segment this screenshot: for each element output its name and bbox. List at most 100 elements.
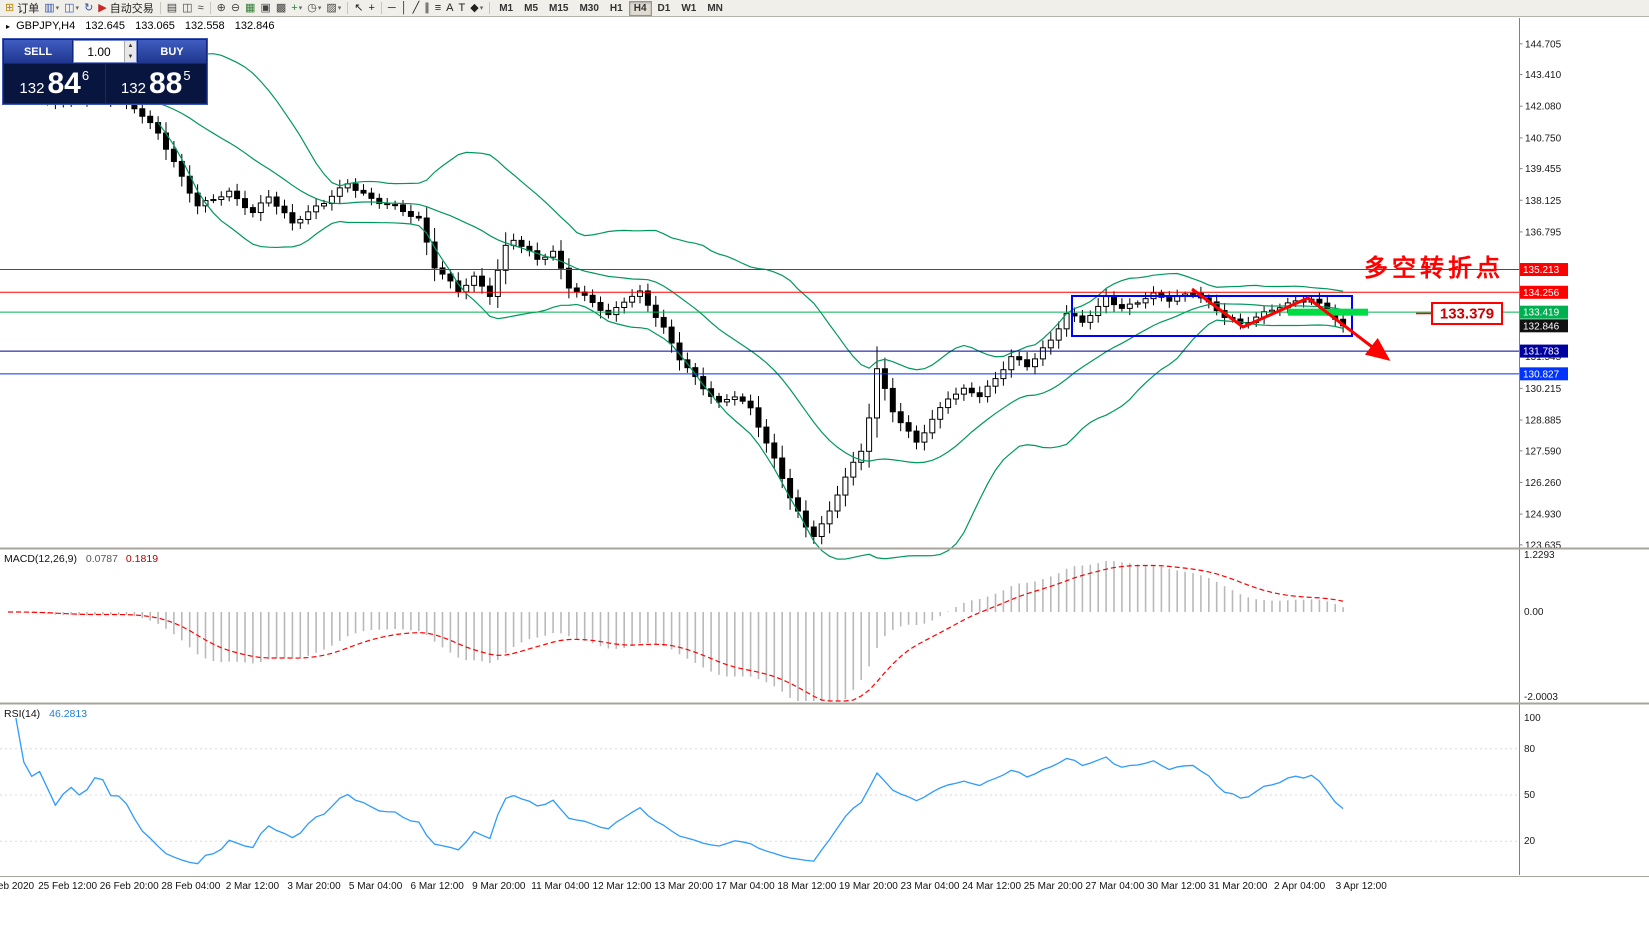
time-axis-label: 26 Feb 20:00 <box>99 881 159 892</box>
arrows-icon: ◆ <box>470 1 479 14</box>
timeframe-mn[interactable]: MN <box>707 2 723 14</box>
periods-icon[interactable]: ◷ ▾ <box>305 1 323 16</box>
timeframe-h4[interactable]: H4 <box>628 0 652 16</box>
tile-windows-icon: ▣ <box>260 1 271 14</box>
svg-text:133.419: 133.419 <box>1523 308 1560 319</box>
one-click-trading-panel: SELL 1.00 ▲ ▼ BUY 132 84 6 132 88 5 <box>2 38 208 105</box>
time-axis-label: 13 Mar 20:00 <box>654 881 714 892</box>
buy-price-button[interactable]: 132 88 5 <box>105 64 206 103</box>
channel-icon[interactable]: ∥ <box>422 1 432 16</box>
chevron-down-icon: ▾ <box>75 5 80 12</box>
bar-chart-icon[interactable]: ▤ <box>165 1 179 16</box>
line-chart-icon[interactable]: ≈ <box>196 1 206 16</box>
time-axis-label: 27 Mar 04:00 <box>1085 881 1145 892</box>
time-axis-label: 31 Mar 20:00 <box>1208 881 1268 892</box>
text-icon[interactable]: A <box>444 1 455 16</box>
candlestick-chart-icon: ◫ <box>182 1 193 14</box>
candlestick-chart-icon[interactable]: ◫ <box>180 1 194 16</box>
buy-button[interactable]: BUY <box>138 40 206 63</box>
volume-arrows: ▲ ▼ <box>124 41 136 62</box>
charts-icon: ▥ <box>44 1 55 14</box>
svg-text:132.846: 132.846 <box>1523 321 1560 332</box>
ohlc-high: 133.065 <box>135 20 175 32</box>
arrows-icon[interactable]: ◆ ▾ <box>468 1 485 16</box>
svg-text:1.2293: 1.2293 <box>1524 550 1555 561</box>
chevron-down-icon: ▾ <box>317 5 322 12</box>
label-icon: T <box>458 1 466 14</box>
label-icon[interactable]: T <box>456 1 467 16</box>
svg-text:142.080: 142.080 <box>1525 102 1562 113</box>
volume-spinner[interactable]: 1.00 ▲ ▼ <box>73 40 137 63</box>
zoom-out-icon: ⊖ <box>230 1 241 14</box>
cursor-icon[interactable]: ↖ <box>352 1 365 16</box>
macd-indicator-label: MACD(12,26,9) 0.0787 0.1819 <box>4 553 158 565</box>
svg-text:-2.0003: -2.0003 <box>1524 692 1558 703</box>
chart-marker-icon: ▸ <box>6 22 11 31</box>
profiles-icon[interactable]: ◫ ▾ <box>62 1 81 16</box>
svg-text:多空转折点: 多空转折点 <box>1364 254 1504 282</box>
autotrading-icon[interactable]: ▶ 自动交易 <box>96 1 155 16</box>
fibonacci-icon: ≡ <box>434 1 442 14</box>
fibonacci-icon[interactable]: ≡ <box>433 1 443 16</box>
svg-text:126.260: 126.260 <box>1525 478 1562 489</box>
rsi-value: 46.2813 <box>49 708 88 720</box>
volume-up-icon[interactable]: ▲ <box>125 41 136 52</box>
svg-text:140.750: 140.750 <box>1525 133 1562 144</box>
timeframe-m5[interactable]: M5 <box>524 2 539 14</box>
toolbar: ⊞ 订单 ▥ ▾ ◫ ▾ ↻ ▶ 自动交易 ▤ ◫ ≈ ⊕ ⊖ ▦ ▣ ▩ + ▾ ◷ ▾ ▨ ▾ ↖ + ─ │ ╱ ∥ ≡ A T ◆ ▾ M1… <box>0 0 1649 17</box>
horizontal-line-icon[interactable]: ─ <box>386 1 398 16</box>
sell-price-button[interactable]: 132 84 6 <box>4 64 105 103</box>
timeframe-m15[interactable]: M15 <box>549 2 569 14</box>
svg-text:136.795: 136.795 <box>1525 227 1562 238</box>
templates-icon: ▨ <box>326 1 337 14</box>
timeframe-h1[interactable]: H1 <box>609 2 623 14</box>
toolbar-separator <box>380 2 382 14</box>
buy-price-sup: 5 <box>183 68 191 83</box>
indicators-icon[interactable]: + ▾ <box>289 1 304 16</box>
svg-text:128.885: 128.885 <box>1525 416 1562 427</box>
volume-value[interactable]: 1.00 <box>87 44 111 59</box>
new-order-icon-label: 订单 <box>17 3 40 15</box>
time-axis-label: 17 Mar 04:00 <box>715 881 775 892</box>
cascade-windows-icon[interactable]: ▩ <box>274 1 288 16</box>
svg-text:138.125: 138.125 <box>1525 196 1562 207</box>
volume-down-icon[interactable]: ▼ <box>125 51 136 62</box>
buy-price-main: 132 <box>120 80 146 97</box>
horizontal-line-icon: ─ <box>387 1 396 14</box>
timeframe-d1[interactable]: D1 <box>657 2 671 14</box>
timeframe-w1[interactable]: W1 <box>681 2 697 14</box>
time-axis-label: 23 Mar 04:00 <box>900 881 960 892</box>
text-icon: A <box>446 1 454 14</box>
trendline-icon[interactable]: ╱ <box>411 1 422 16</box>
svg-text:50: 50 <box>1524 790 1536 801</box>
bar-chart-icon: ▤ <box>166 1 178 14</box>
tile-windows-icon[interactable]: ▣ <box>258 1 272 16</box>
svg-text:130.827: 130.827 <box>1523 369 1560 380</box>
grid-icon[interactable]: ▦ <box>243 1 257 16</box>
zoom-out-icon[interactable]: ⊖ <box>229 1 242 16</box>
cascade-windows-icon: ▩ <box>275 1 287 14</box>
time-axis-label: 5 Mar 04:00 <box>348 881 403 892</box>
zoom-in-icon[interactable]: ⊕ <box>215 1 228 16</box>
timeframe-m1[interactable]: M1 <box>499 2 514 14</box>
svg-text:135.213: 135.213 <box>1523 265 1560 276</box>
timeframe-m30[interactable]: M30 <box>579 2 599 14</box>
new-order-icon[interactable]: ⊞ 订单 <box>3 1 41 16</box>
refresh-icon[interactable]: ↻ <box>82 1 95 16</box>
crosshair-icon: + <box>368 1 375 14</box>
time-axis-label: 25 Mar 20:00 <box>1023 881 1083 892</box>
templates-icon[interactable]: ▨ ▾ <box>324 1 343 16</box>
svg-text:127.590: 127.590 <box>1525 446 1562 457</box>
svg-text:131.783: 131.783 <box>1523 347 1560 358</box>
toolbar-separator <box>209 2 211 14</box>
svg-text:139.455: 139.455 <box>1525 164 1562 175</box>
vertical-line-icon[interactable]: │ <box>399 1 410 16</box>
sell-button[interactable]: SELL <box>4 40 72 63</box>
crosshair-icon[interactable]: + <box>366 1 376 16</box>
buy-price-big: 88 <box>148 66 183 100</box>
time-axis-label: 9 Mar 20:00 <box>472 881 526 892</box>
charts-icon[interactable]: ▥ ▾ <box>42 1 61 16</box>
